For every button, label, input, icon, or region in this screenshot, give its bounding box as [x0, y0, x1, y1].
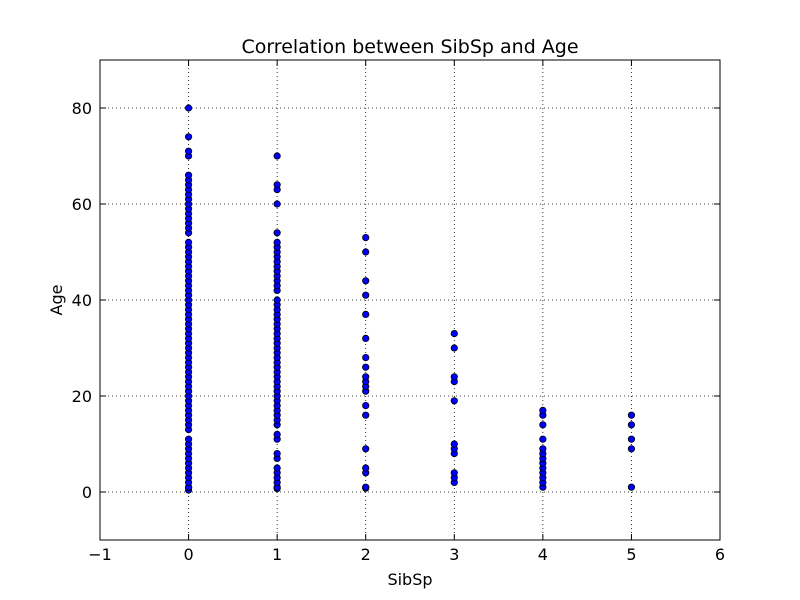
x-tick-label: 6	[715, 545, 725, 564]
data-point	[273, 449, 281, 458]
data-point	[539, 445, 547, 453]
data-point	[184, 147, 193, 155]
axis-ticks	[99, 60, 721, 540]
data-point	[184, 171, 193, 179]
data-point	[362, 401, 370, 410]
data-point	[539, 421, 547, 429]
data-point	[450, 373, 458, 381]
data-point	[362, 445, 370, 453]
data-point	[539, 435, 547, 443]
data-point	[362, 310, 370, 318]
data-point	[273, 229, 281, 237]
data-point	[184, 435, 193, 443]
x-tick-label: −1	[88, 545, 112, 564]
data-point	[362, 248, 370, 256]
data-point	[627, 445, 636, 453]
data-point	[627, 421, 636, 429]
data-point	[450, 397, 458, 405]
data-point	[362, 411, 370, 419]
y-tick-label: 0	[82, 483, 92, 502]
data-point	[273, 200, 281, 208]
data-point	[273, 296, 281, 304]
x-tick-label: 1	[272, 545, 282, 564]
data-point	[539, 406, 547, 414]
y-axis-label: Age	[47, 285, 66, 316]
y-tick-label: 40	[72, 291, 92, 310]
data-point	[362, 363, 370, 371]
data-point	[450, 344, 458, 352]
data-point	[184, 104, 193, 112]
data-point	[273, 430, 281, 438]
data-point	[273, 238, 281, 246]
data-point	[362, 464, 370, 472]
data-point	[450, 440, 458, 448]
y-tick-label: 80	[72, 99, 92, 118]
data-point	[362, 234, 370, 242]
data-point	[184, 133, 193, 141]
data-point	[450, 469, 458, 477]
data-point	[362, 353, 370, 362]
x-tick-labels: −1 0 1 2 3 4 5 6	[88, 545, 725, 564]
y-tick-label: 20	[72, 387, 92, 406]
data-point	[184, 238, 193, 246]
chart-title: Correlation between SibSp and Age	[241, 36, 578, 58]
x-tick-label: 2	[361, 545, 371, 564]
data-point	[627, 411, 636, 419]
data-point	[273, 181, 281, 189]
y-tick-labels: 0 20 40 60 80	[72, 99, 92, 502]
data-point	[627, 483, 636, 491]
x-tick-label: 0	[183, 545, 193, 564]
data-point	[450, 329, 458, 338]
data-point	[362, 483, 370, 491]
data-point	[627, 435, 636, 443]
data-point	[362, 373, 370, 381]
x-tick-label: 4	[538, 545, 548, 564]
data-point	[273, 152, 281, 160]
data-point	[362, 277, 370, 285]
data-points	[184, 104, 636, 494]
y-tick-label: 60	[72, 195, 92, 214]
grid-lines	[100, 60, 720, 540]
x-tick-label: 5	[626, 545, 636, 564]
data-point	[273, 464, 281, 472]
data-point	[362, 291, 370, 299]
x-axis-label: SibSp	[387, 570, 432, 589]
x-tick-label: 3	[449, 545, 459, 564]
data-point	[362, 334, 370, 342]
